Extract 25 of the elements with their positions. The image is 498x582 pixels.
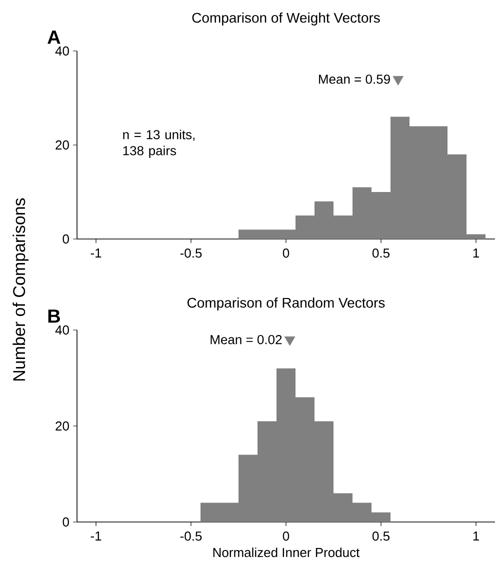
x-tick-label: -0.5	[180, 532, 202, 541]
y-tick-label: 40	[55, 325, 69, 335]
x-tick-label: 0	[282, 532, 290, 541]
x-tick-label: 1	[473, 248, 479, 258]
chart-title: Comparison of Weight Vectors	[192, 12, 380, 26]
annotation: n = 13 units, 138 pairs	[123, 130, 194, 158]
chart-title: Comparison of Random Vectors	[188, 297, 385, 311]
text: B	[48, 310, 60, 323]
x-tick-label: 1	[473, 532, 479, 540]
annotation: Mean = 0.59	[319, 74, 390, 84]
x-tick-label: -1	[90, 532, 102, 540]
annotation: Mean = 0.02	[210, 335, 282, 344]
y-tick-label: 20	[56, 421, 69, 431]
y-tick-label: 0	[62, 517, 69, 527]
text: A	[48, 30, 60, 44]
x-tick-label: 0	[282, 248, 290, 258]
x-tick-label: -1	[90, 248, 102, 258]
x-tick-label: 0.5	[372, 248, 390, 258]
y-tick-label: 20	[56, 140, 69, 150]
y-axis-title: Number of Comparisons	[12, 198, 28, 380]
x-axis-title: Normalized Inner Product	[213, 548, 360, 558]
y-tick-label: 40	[55, 46, 69, 56]
y-tick-label: 0	[62, 234, 69, 244]
x-tick-label: 0.5	[372, 532, 390, 541]
x-tick-label: -0.5	[180, 248, 202, 258]
